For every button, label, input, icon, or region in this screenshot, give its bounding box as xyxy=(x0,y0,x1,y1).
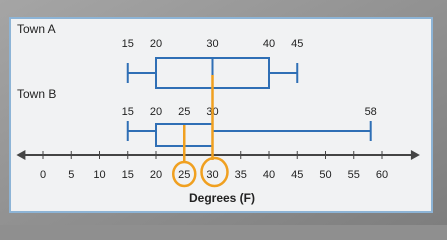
x-tick-label: 45 xyxy=(291,169,303,181)
x-tick-label: 40 xyxy=(263,169,275,181)
axis-arrow xyxy=(410,150,420,160)
x-tick-label: 20 xyxy=(150,169,162,181)
value-label: 45 xyxy=(291,38,303,50)
value-label: 58 xyxy=(365,106,377,118)
x-tick-label: 35 xyxy=(235,169,247,181)
value-label: 40 xyxy=(263,38,275,50)
x-axis-title: Degrees (F) xyxy=(189,191,255,205)
x-tick-label: 30 xyxy=(206,169,218,181)
value-label: 20 xyxy=(150,106,162,118)
x-tick-label: 60 xyxy=(376,169,388,181)
axis-arrow xyxy=(16,150,26,160)
value-label: 15 xyxy=(122,106,134,118)
value-label: 15 xyxy=(122,38,134,50)
annotation-circle xyxy=(172,160,197,188)
x-tick-label: 5 xyxy=(68,169,74,181)
page: {"chart_data": {"type": "boxplot", "x_la… xyxy=(0,0,447,225)
panel xyxy=(9,17,433,213)
x-tick-label: 15 xyxy=(122,169,134,181)
x-tick-label: 0 xyxy=(40,169,46,181)
x-tick-label: 50 xyxy=(319,169,331,181)
series-label: Town B xyxy=(17,87,56,101)
value-label: 20 xyxy=(150,38,162,50)
x-tick-label: 25 xyxy=(178,169,190,181)
x-tick-label: 10 xyxy=(93,169,105,181)
chart: Degrees (F) 0 5 10 15 20 25 30 35 40 45 50 55 60 Town… xyxy=(0,0,447,225)
annotation-circle xyxy=(200,156,229,188)
value-label: 30 xyxy=(206,38,218,50)
series-label: Town A xyxy=(17,22,56,36)
x-tick-label: 55 xyxy=(348,169,360,181)
value-label: 25 xyxy=(178,106,190,118)
